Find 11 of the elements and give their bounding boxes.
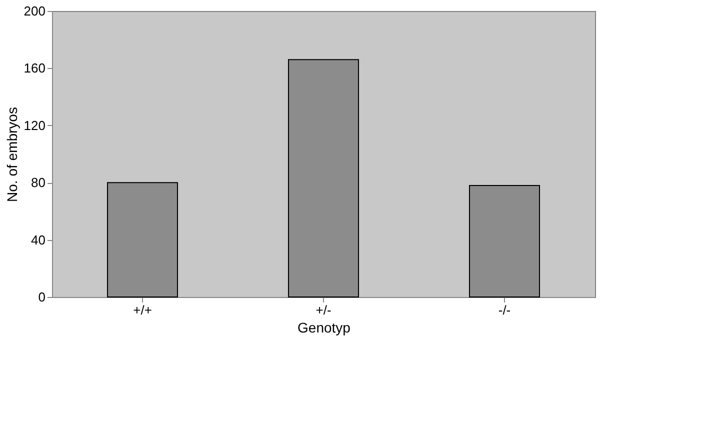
y-tick-label: 160 (24, 60, 46, 76)
x-tick-label: +/- (316, 302, 332, 318)
x-tick-label: +/+ (133, 302, 152, 318)
y-axis-title: No. of embryos (4, 107, 20, 202)
y-tick-label: 200 (24, 4, 46, 18)
y-tick-label: 0 (38, 290, 46, 304)
x-axis-title: Genotyp (298, 320, 351, 336)
y-tick-label: 40 (31, 232, 46, 248)
x-tick-label: -/- (498, 302, 511, 318)
y-tick-label: 80 (31, 175, 46, 190)
y-tick-label: 120 (24, 118, 46, 133)
